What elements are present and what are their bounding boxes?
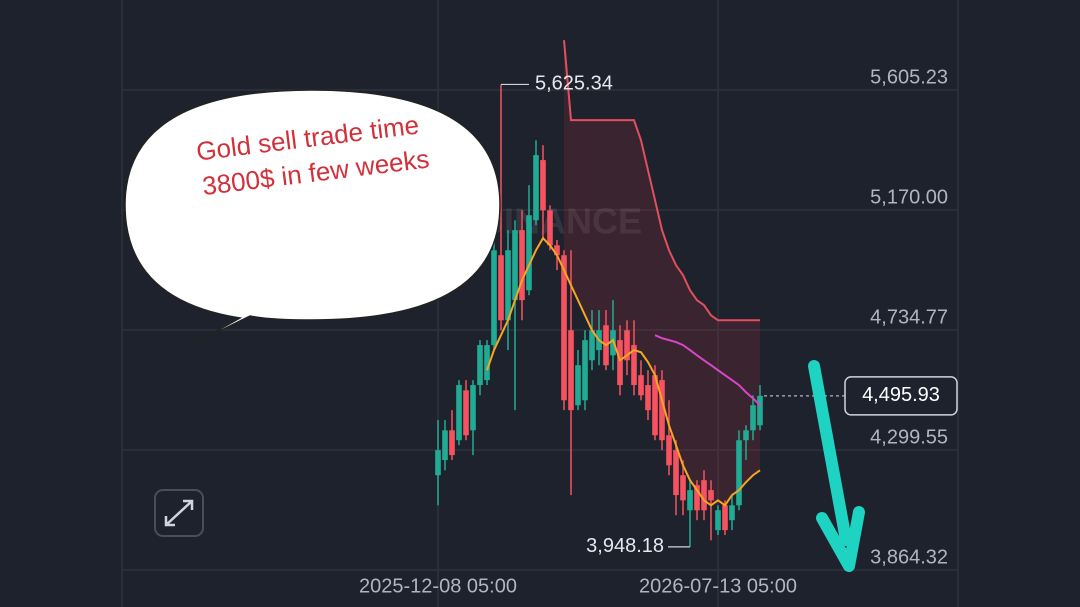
candle-body (589, 330, 595, 361)
candle-body (568, 330, 574, 411)
grid (122, 0, 958, 607)
candle-body (631, 345, 637, 386)
candle-body (547, 210, 553, 246)
y-tick-label: 5,605.23 (870, 66, 948, 88)
candle-body (666, 435, 672, 466)
indicator-line (486, 236, 761, 507)
candle-body (736, 440, 742, 506)
indicator-line (563, 40, 760, 322)
candle-body (554, 245, 560, 256)
y-tick-label: 5,170.00 (870, 186, 948, 208)
candle-body (715, 510, 721, 531)
band-fill (564, 40, 760, 506)
candle-body (750, 405, 756, 431)
candle-body (561, 255, 567, 401)
candle-body (519, 230, 525, 301)
candle-body (463, 390, 469, 436)
candle-body (659, 380, 665, 441)
arrow-head (816, 506, 865, 572)
candle-body (694, 485, 700, 511)
candle-body (484, 345, 490, 381)
candle-body (687, 490, 693, 511)
plot-area (435, 40, 763, 547)
candle-body (708, 490, 714, 501)
low-label: 3,948.18 (586, 535, 664, 557)
expand-icon (164, 499, 194, 527)
candle-body (638, 375, 644, 396)
candle-body (512, 230, 518, 301)
indicator-line (654, 334, 761, 406)
high-label: 5,625.34 (535, 73, 613, 95)
watermark: BINANCE (478, 201, 642, 242)
candle-body (498, 255, 504, 321)
candle-body (470, 385, 476, 431)
candle-body (680, 475, 686, 501)
expand-button[interactable] (154, 489, 204, 537)
candle-body (477, 345, 483, 386)
y-tick-label: 4,299.55 (870, 426, 948, 448)
candle-body (617, 340, 623, 386)
candle-body (743, 430, 749, 441)
candle-body (645, 385, 651, 411)
speech-bubble: Gold sell trade time 3800$ in few weeks (124, 89, 501, 345)
candle-body (757, 395, 763, 426)
candle-body (575, 365, 581, 406)
candle-body (449, 430, 455, 456)
candle-body (505, 250, 511, 321)
y-tick-label: 4,734.77 (870, 306, 948, 328)
candle-body (673, 450, 679, 496)
candle-body (652, 375, 658, 436)
candle-body (729, 505, 735, 521)
y-tick-label: 3,864.32 (870, 546, 948, 568)
last-price-label: 4,495.93 (862, 384, 940, 406)
candle-body (540, 160, 546, 211)
candle-body (533, 155, 539, 221)
candle-body (722, 505, 728, 531)
candle-body (442, 430, 448, 461)
candle-body (526, 215, 532, 291)
x-tick-label: 2026-07-13 05:00 (639, 575, 797, 597)
candle-body (701, 480, 707, 511)
x-tick-label: 2025-12-08 05:00 (359, 575, 517, 597)
down-arrow (808, 360, 865, 572)
candle-body (624, 330, 630, 361)
candle-body (582, 340, 588, 401)
candle-body (491, 250, 497, 346)
arrow-shaft (808, 360, 852, 546)
labels: 3,864.32 4,299.55 4,734.77 5,170.00 5,605.23… (359, 66, 958, 597)
candle-body (435, 450, 441, 476)
last-price-box (844, 376, 958, 416)
bubble-shape (124, 89, 501, 345)
candle-body (456, 385, 462, 441)
